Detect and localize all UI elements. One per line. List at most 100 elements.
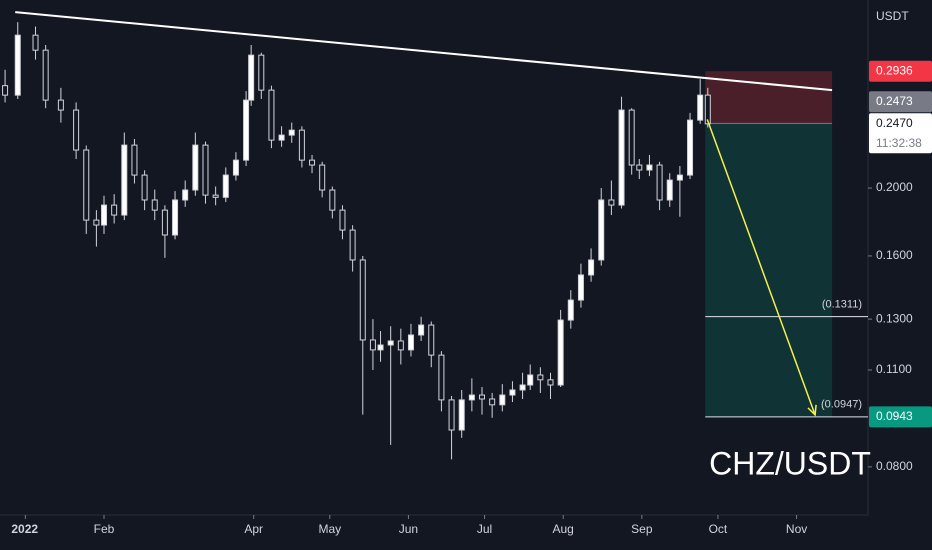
candle-body xyxy=(319,164,326,191)
y-tick-label: 0.2000 xyxy=(876,180,913,194)
y-tick-label: 0.1600 xyxy=(876,248,913,262)
candle-body xyxy=(111,204,118,216)
candle-body xyxy=(141,174,148,201)
candle-body xyxy=(161,209,168,236)
candle-body xyxy=(527,374,534,386)
candle-body xyxy=(212,194,219,198)
candle-body xyxy=(608,199,615,206)
x-tick-label: Jun xyxy=(399,522,418,536)
candle-body xyxy=(656,164,663,201)
price-badge-label: 0.0943 xyxy=(876,409,913,423)
candle-body xyxy=(14,34,21,96)
unit-label: USDT xyxy=(876,9,909,23)
candle-body xyxy=(377,344,384,351)
candle-body xyxy=(557,319,564,386)
candle-body xyxy=(258,54,265,91)
x-tick-label: Oct xyxy=(709,522,728,536)
candle-body xyxy=(243,99,250,161)
price-badge xyxy=(869,406,932,428)
candle-body xyxy=(687,119,694,176)
level-label: (0.0947) xyxy=(821,399,862,411)
x-tick-label: May xyxy=(318,522,341,536)
price-badge xyxy=(869,91,932,113)
candle-body xyxy=(646,164,653,171)
candle-body xyxy=(222,174,229,198)
candle-body xyxy=(537,374,544,381)
x-tick-label: Sep xyxy=(631,522,653,536)
candle-body xyxy=(519,384,526,391)
price-badge-label: 0.2473 xyxy=(876,94,913,108)
trendline xyxy=(15,11,833,92)
candle-body xyxy=(151,199,158,211)
candle-body xyxy=(407,334,414,351)
price-badge xyxy=(869,60,932,82)
candle-body xyxy=(57,99,64,111)
candle-body xyxy=(479,394,486,400)
candle-body xyxy=(697,94,704,121)
candle-body xyxy=(83,149,90,221)
candle-body xyxy=(509,389,516,396)
candle-body xyxy=(248,54,255,101)
candle-body xyxy=(666,179,673,201)
candle-body xyxy=(397,340,404,351)
candle-body xyxy=(676,174,683,181)
candle-body xyxy=(359,259,366,341)
arrow xyxy=(706,119,816,416)
candle-body xyxy=(438,354,445,401)
candle-body xyxy=(369,339,376,351)
price-badge xyxy=(869,113,932,154)
x-tick-label: Jul xyxy=(477,522,492,536)
arrow-head xyxy=(807,404,817,417)
candle-body xyxy=(349,229,356,261)
x-tick-label: Aug xyxy=(553,522,574,536)
candle-body xyxy=(172,199,179,236)
candle-body xyxy=(202,144,209,196)
y-tick-label: 0.0800 xyxy=(876,459,913,473)
level-label: (0.1311) xyxy=(822,298,862,310)
candle-body xyxy=(618,109,625,206)
candle-body xyxy=(121,144,128,216)
candle-body xyxy=(101,204,108,226)
countdown: 11:32:38 xyxy=(876,136,922,150)
candle-body xyxy=(567,299,574,321)
candle-body xyxy=(458,399,465,431)
candle-body xyxy=(628,109,635,166)
candle-body xyxy=(182,189,189,201)
candle-body xyxy=(42,49,49,101)
watermark: CHZ/USDT xyxy=(709,445,871,481)
candle-body xyxy=(428,324,435,356)
candle-body xyxy=(93,219,100,226)
candle-body xyxy=(288,129,295,136)
candle-body xyxy=(489,398,496,406)
x-tick-label: Apr xyxy=(244,522,263,536)
candle-body xyxy=(418,324,425,336)
candle-body xyxy=(547,379,554,386)
price-badge-label: 0.2936 xyxy=(876,63,913,77)
x-tick-label: 2022 xyxy=(11,522,38,536)
candle-body xyxy=(339,209,346,231)
candle-body xyxy=(588,259,595,276)
candle-body xyxy=(268,89,275,141)
x-tick-label: Nov xyxy=(786,522,807,536)
candle-body xyxy=(309,159,316,166)
candle-body xyxy=(278,134,285,141)
candle-body xyxy=(32,34,39,51)
candle-body xyxy=(192,144,199,191)
y-tick-label: 0.1300 xyxy=(876,311,913,325)
price-badge-label: 0.2470 xyxy=(876,116,913,130)
candle-body xyxy=(704,94,711,125)
candle-body xyxy=(636,164,643,171)
candle-body xyxy=(131,144,138,176)
candle-body xyxy=(2,85,9,96)
candle-body xyxy=(298,129,305,161)
candle-body xyxy=(329,189,336,211)
candle-body xyxy=(577,274,584,301)
candle-body xyxy=(232,159,239,176)
candle-body xyxy=(448,399,455,431)
candle-body xyxy=(499,394,506,406)
candle-body xyxy=(468,394,475,401)
candle-body xyxy=(387,340,394,346)
x-tick-label: Feb xyxy=(94,522,115,536)
